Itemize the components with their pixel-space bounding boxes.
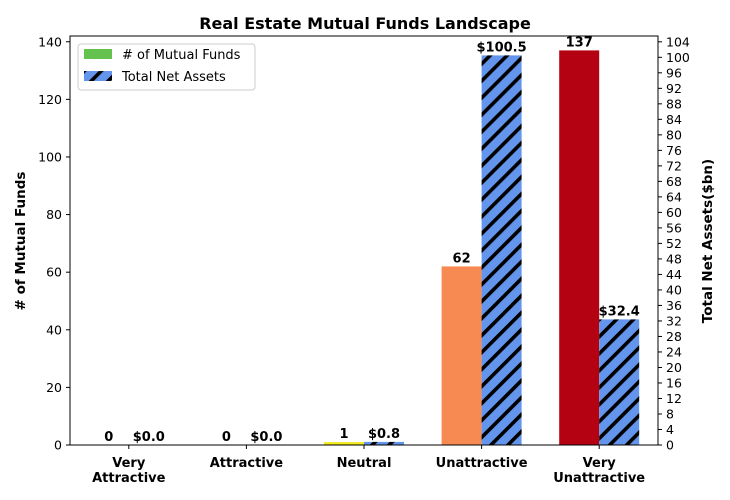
left-tick-label-2: 40: [46, 322, 62, 337]
plot-frame: [69, 35, 659, 446]
right-tick-label-5: 20: [666, 360, 682, 375]
bar-assets-2: [364, 441, 404, 445]
bar-assets-4: [599, 319, 640, 445]
right-tick-label-22: 88: [666, 96, 682, 111]
right-tick-label-16: 64: [666, 189, 682, 204]
left-tick-label-4: 80: [46, 207, 62, 222]
x-tick-label-2-0: Neutral: [337, 456, 392, 471]
right-tick-label-8: 32: [666, 313, 682, 328]
legend-swatch-assets: [84, 71, 112, 81]
right-axis-title: Total Net Assets($bn): [700, 159, 716, 323]
value-label-assets-2: $0.8: [368, 427, 400, 442]
x-tick-label-3-0: Unattractive: [436, 456, 528, 471]
right-tick-label-24: 96: [666, 65, 682, 80]
legend-label-funds: # of Mutual Funds: [122, 48, 241, 63]
right-tick-label-14: 56: [666, 220, 682, 235]
value-label-funds-3: 62: [453, 251, 471, 266]
right-tick-label-3: 12: [666, 391, 682, 406]
left-tick-label-1: 20: [46, 380, 62, 395]
legend-swatch-funds: [84, 49, 112, 59]
right-tick-label-9: 36: [666, 298, 682, 313]
value-label-funds-1: 0: [222, 430, 231, 445]
right-tick-label-4: 16: [666, 375, 682, 390]
x-tick-label-4-1: Unattractive: [553, 471, 645, 486]
left-axis-ticks: 0 20 40 60 80 100 120 140: [38, 34, 70, 453]
right-tick-label-12: 48: [666, 251, 682, 266]
right-tick-label-10: 40: [666, 282, 682, 297]
bar-assets-3: [481, 55, 522, 446]
bar-funds-3: [441, 266, 482, 445]
right-tick-label-7: 28: [666, 329, 682, 344]
value-label-assets-1: $0.0: [250, 430, 282, 445]
right-tick-label-0: 0: [666, 438, 674, 453]
left-tick-label-3: 60: [46, 265, 62, 280]
x-tick-label-0-1: Attractive: [92, 471, 166, 486]
bars-group: [324, 50, 640, 446]
legend-box: [77, 43, 256, 91]
x-tick-label-4-0: Very: [583, 456, 617, 471]
right-tick-label-13: 52: [666, 236, 682, 251]
left-axis-title: # of Mutual Funds: [13, 172, 29, 311]
value-label-assets-0: $0.0: [133, 430, 165, 445]
value-labels-group: 0 $0.0 0 $0.0 1 $0.8 62 $100.5 137 $32.4: [104, 35, 639, 445]
chart-title: Real Estate Mutual Funds Landscape: [199, 14, 531, 33]
right-tick-label-11: 44: [666, 267, 682, 282]
left-tick-label-6: 120: [38, 92, 62, 107]
left-tick-label-0: 0: [54, 438, 62, 453]
left-tick-label-5: 100: [38, 149, 62, 164]
value-label-funds-4: 137: [566, 35, 593, 50]
right-tick-label-19: 76: [666, 143, 682, 158]
right-tick-label-2: 8: [666, 406, 674, 421]
legend: # of Mutual Funds Total Net Assets: [77, 43, 256, 91]
legend-label-assets: Total Net Assets: [121, 70, 226, 85]
left-tick-label-7: 140: [38, 34, 62, 49]
x-tick-label-1-0: Attractive: [210, 456, 284, 471]
right-tick-label-21: 84: [666, 112, 682, 127]
right-axis-ticks: 0481216202428323640444852566064687276808…: [658, 34, 690, 453]
x-tick-label-0-0: Very: [112, 456, 146, 471]
right-tick-label-6: 24: [666, 344, 682, 359]
right-tick-label-15: 60: [666, 205, 682, 220]
bar-funds-4: [559, 50, 600, 446]
right-tick-label-1: 4: [666, 422, 674, 437]
value-label-funds-0: 0: [104, 430, 113, 445]
value-label-assets-3: $100.5: [477, 40, 527, 55]
value-label-assets-4: $32.4: [599, 304, 640, 319]
right-tick-label-23: 92: [666, 81, 682, 96]
bar-funds-2: [324, 442, 364, 445]
right-tick-label-18: 72: [666, 158, 682, 173]
right-tick-label-17: 68: [666, 174, 682, 189]
value-label-funds-2: 1: [339, 427, 348, 442]
right-tick-label-26: 104: [666, 34, 690, 49]
right-tick-label-20: 80: [666, 127, 682, 142]
right-tick-label-25: 100: [666, 50, 690, 65]
